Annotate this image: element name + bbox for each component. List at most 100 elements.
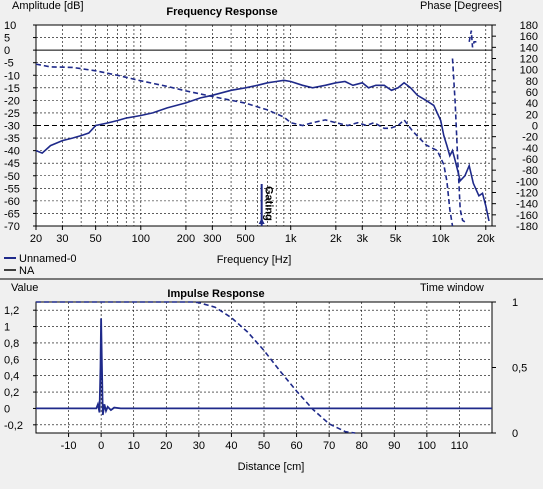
y-tick-label: 0	[4, 403, 10, 415]
y2-tick-label: 80	[526, 76, 538, 88]
x-tick-label: 60	[290, 440, 302, 452]
y2-tick-label: -40	[522, 143, 538, 155]
y2-tick-label: 180	[520, 20, 538, 32]
y-tick-label: 1	[4, 322, 10, 334]
x-tick-label: 10k	[432, 233, 450, 245]
gating-label: Gating	[263, 186, 275, 221]
gating-marker[interactable]: Gating	[258, 184, 275, 226]
x-tick-label: 50	[258, 440, 270, 452]
y2-tick-label: 60	[526, 87, 538, 99]
y-ticks: 1,2 1 0,8 0,6 0,4 0,2 0 -0,2	[4, 305, 36, 432]
y-tick-label: -40	[4, 146, 20, 158]
y2-tick-label: 160	[520, 31, 538, 43]
y-tick-label: -15	[4, 83, 20, 95]
y2-tick-label: -80	[522, 165, 538, 177]
x-ticks: -10 0 10 20 30 40 50 60 70 80 90 100 110	[61, 433, 469, 452]
series-line	[35, 79, 490, 222]
grid	[36, 302, 492, 433]
y-tick-label: -25	[4, 108, 20, 120]
y-tick-label: -10	[4, 70, 20, 82]
x-tick-label: 50	[90, 233, 102, 245]
x-tick-label: 0	[98, 440, 104, 452]
y2-ticks: 10,50	[492, 297, 527, 440]
legend: Unnamed-0 NA	[4, 253, 76, 277]
y-ticks: 1050-5-10-15-20-25-30-35-40-45-50-55-60-…	[4, 20, 36, 233]
y2-tick-label: -60	[522, 154, 538, 166]
x-tick-label: 20k	[477, 233, 495, 245]
series-group	[35, 30, 490, 227]
series-group	[36, 301, 492, 434]
y2-tick-label: -100	[516, 176, 538, 188]
x-tick-label: 3k	[356, 233, 368, 245]
series-line	[35, 63, 454, 227]
y2-ticks: 180160140120100806040200-20-40-60-80-100…	[492, 20, 538, 233]
x-tick-label: 30	[193, 440, 205, 452]
y-tick-label: 0,8	[4, 338, 19, 350]
y2-tick-label: -180	[516, 221, 538, 233]
x-tick-label: 20	[160, 440, 172, 452]
y-tick-label: 0,2	[4, 387, 19, 399]
y2-tick-label: 20	[526, 109, 538, 121]
x-tick-label: 300	[203, 233, 221, 245]
y-tick-label: -65	[4, 208, 20, 220]
x-ticks: 20 30 50 100 200 300 500 1k 2k 3k 5k 10k 20k	[30, 226, 495, 245]
y-tick-label: -70	[4, 221, 20, 233]
x-tick-label: 30	[56, 233, 68, 245]
x-tick-label: 100	[132, 233, 150, 245]
frequency-response-chart: Frequency Response Amplitude [dB] Phase …	[4, 0, 538, 277]
x-tick-label: 20	[30, 233, 42, 245]
y-tick-label: -60	[4, 196, 20, 208]
series-line	[468, 30, 477, 48]
x-tick-label: 200	[177, 233, 195, 245]
y-tick-label: -55	[4, 183, 20, 195]
x-tick-label: 90	[388, 440, 400, 452]
legend-label: Unnamed-0	[19, 253, 76, 265]
y-tick-label: -5	[4, 58, 14, 70]
x-tick-label: 5k	[390, 233, 402, 245]
y-axis-label: Value	[11, 282, 38, 294]
y-tick-label: 0,4	[4, 371, 19, 383]
x-tick-label: 100	[418, 440, 436, 452]
y2-tick-label: -140	[516, 199, 538, 211]
y-tick-label: 0	[4, 45, 10, 57]
y2-tick-label: -120	[516, 188, 538, 200]
y-tick-label: 5	[4, 33, 10, 45]
grid	[36, 24, 492, 227]
legend-label: NA	[19, 265, 35, 277]
y-tick-label: 1,2	[4, 305, 19, 317]
y-tick-label: -30	[4, 121, 20, 133]
y2-tick-label: 100	[520, 65, 538, 77]
y-tick-label: -35	[4, 133, 20, 145]
y-tick-label: -0,2	[4, 420, 23, 432]
y2-tick-label: 1	[512, 297, 518, 309]
chart-title: Impulse Response	[167, 288, 264, 300]
y-tick-label: -20	[4, 95, 20, 107]
y-axis-label: Amplitude [dB]	[12, 0, 84, 12]
y2-axis-label: Time window	[420, 282, 484, 294]
y-tick-label: 10	[4, 20, 16, 32]
x-tick-label: 80	[356, 440, 368, 452]
x-tick-label: 40	[225, 440, 237, 452]
y2-tick-label: -160	[516, 210, 538, 222]
x-tick-label: 110	[451, 440, 469, 452]
gating-marker-arrow	[258, 218, 265, 224]
x-tick-label: 500	[236, 233, 254, 245]
x-tick-label: 70	[323, 440, 335, 452]
series-line	[36, 318, 492, 416]
y2-tick-label: 0	[512, 428, 518, 440]
y2-tick-label: 40	[526, 98, 538, 110]
y-tick-label: -50	[4, 171, 20, 183]
y2-axis-label: Phase [Degrees]	[420, 0, 502, 12]
series-line	[451, 58, 468, 224]
impulse-response-chart: Impulse Response Value Time window Dista…	[4, 282, 527, 473]
x-axis-label: Distance [cm]	[238, 461, 305, 473]
y2-tick-label: 0	[532, 121, 538, 133]
chart-title: Frequency Response	[166, 6, 277, 18]
x-tick-label: -10	[61, 440, 77, 452]
x-tick-label: 2k	[330, 233, 342, 245]
y2-tick-label: 0,5	[512, 363, 527, 375]
x-tick-label: 1k	[285, 233, 297, 245]
x-axis-label: Frequency [Hz]	[217, 254, 292, 266]
